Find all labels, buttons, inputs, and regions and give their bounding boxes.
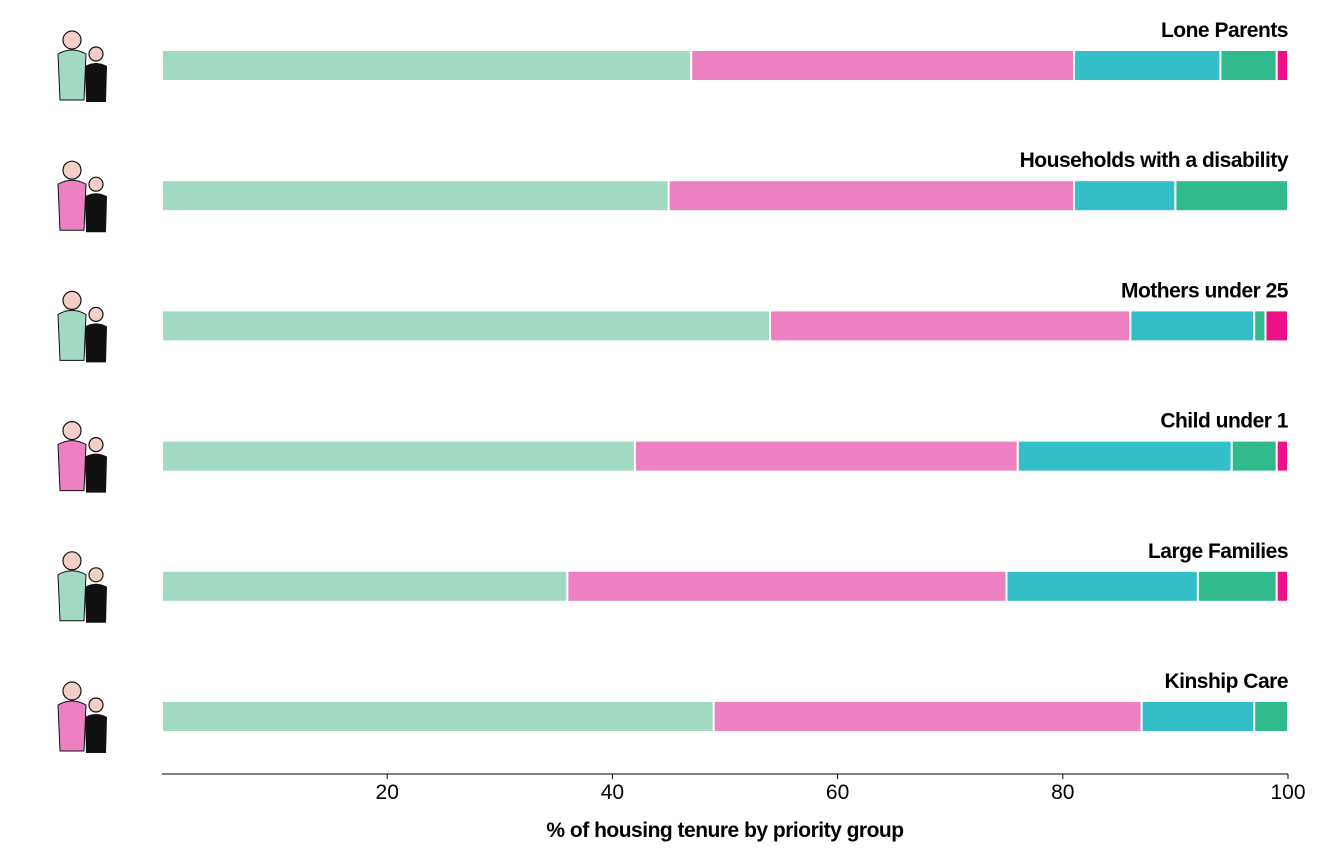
family-with-wheelchair-icon [57,160,107,233]
x-tick-label: 100 [1270,781,1305,804]
bar-segment [1275,439,1289,473]
bar-segment [667,179,1076,213]
bar-segment [1073,179,1177,213]
bar-segment [1264,309,1289,343]
bar-segment [1140,700,1256,733]
bar-segment [1016,439,1233,473]
parent-with-baby-icon [57,30,107,102]
bar-segment [1230,439,1278,473]
bar-segment [1253,309,1267,343]
bar-segment [1174,179,1290,213]
x-tick-label: 60 [826,781,849,804]
bar-segment [161,700,715,733]
grandparents-with-child-icon [57,681,107,753]
group-label: Child under 1 [1160,410,1288,433]
group-labels: Lone Parents Households with a disability… [1020,19,1290,693]
bar-segment [161,569,569,603]
bar-segment [769,309,1132,343]
x-axis-title: % of housing tenure by priority group [546,819,903,842]
bar-segment [161,49,693,82]
bar-segment [161,439,636,473]
bar-segment [566,569,1008,603]
group-label: Households with a disability [1020,149,1289,172]
group-label: Lone Parents [1161,19,1288,42]
x-tick-label: 80 [1051,781,1074,804]
bar-segment [1275,569,1289,603]
bar-segment [1253,700,1289,733]
group-label: Mothers under 25 [1121,279,1289,302]
bar-segment [1219,49,1278,82]
mother-with-pram-icon [57,290,107,363]
bar-segment [690,49,1076,82]
bar-segment [161,179,670,213]
bar-segment [161,309,772,343]
bars [161,49,1290,733]
bar-segment [1196,569,1278,603]
bar-segment [1129,309,1256,343]
x-axis: 20 40 60 80 100 [162,773,1306,804]
bar-segment [633,439,1019,473]
bar-segment [1005,569,1199,603]
mother-with-infant-icon [57,421,107,493]
bar-segment [712,700,1143,733]
bar-segment [1275,49,1289,82]
bar-segment [1073,49,1222,82]
group-label: Large Families [1148,540,1288,563]
group-label: Kinship Care [1164,670,1288,693]
group-illustrations [57,30,107,753]
x-tick-label: 20 [376,781,399,804]
x-tick-label: 40 [601,781,624,804]
large-family-icon [57,551,107,623]
